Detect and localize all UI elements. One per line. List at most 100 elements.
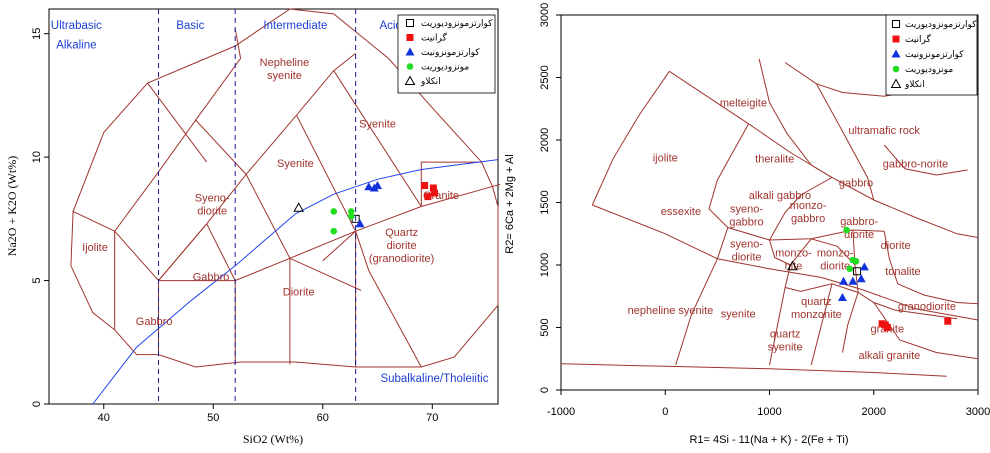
r1r2-point-s1-3 <box>944 317 952 325</box>
r1r2-y-tick-label-4: 2000 <box>539 128 551 152</box>
r1r2-y-tick-label-2: 1000 <box>539 253 551 277</box>
r1r2-y-tick-label-3: 1500 <box>539 190 551 214</box>
r1r2-legend-label-1: گرانیت <box>905 33 932 45</box>
r1r2-y-tick-label-0: 0 <box>539 387 551 393</box>
r1r2-field-label-0: melteigite <box>720 97 767 109</box>
r1r2-legend-marker-1 <box>892 35 900 43</box>
tas-legend-label-4: انکلاو <box>420 77 441 87</box>
tas-legend-label-3: مونزودیوریت <box>421 63 469 73</box>
r1r2-legend-marker-4 <box>890 78 902 88</box>
r1r2-field-label-11: diorite <box>881 240 911 252</box>
tas-point-s3-3 <box>347 213 355 220</box>
tas-boundary-0 <box>70 8 499 368</box>
tas-field-label-0: Nepheline syenite <box>260 57 310 82</box>
r1r2-boundary-1 <box>591 71 670 206</box>
tas-field-label-8: Diorite <box>283 286 315 298</box>
tas-point-s2-2 <box>373 181 383 190</box>
tas-boundary-16 <box>355 231 422 368</box>
r1r2-legend-marker-0 <box>892 20 900 28</box>
r1r2-boundary-9 <box>716 227 729 259</box>
r1r2-y-axis-title: R2= 6Ca + 2Mg + Al <box>504 154 516 253</box>
tas-y-tick-label-3: 15 <box>31 28 43 40</box>
tas-boundary-15 <box>147 82 208 163</box>
r1r2-field-label-2: ijolite <box>653 152 678 164</box>
r1r2-point-s3-3 <box>846 265 854 273</box>
tas-field-label-5: Ijolite <box>82 242 108 254</box>
r1r2-field-label-9: monzo-gabbro <box>790 200 827 225</box>
r1r2-field-label-14: monzo-diorite <box>817 247 854 272</box>
r1r2-boundary-2 <box>758 58 833 178</box>
tas-boundary-13 <box>72 210 115 232</box>
r1r2-point-s4-0 <box>787 260 798 271</box>
tas-x-tick-label-2: 60 <box>317 412 329 424</box>
tas-field-label-3: Syeno-diorite <box>195 193 230 218</box>
r1r2-field-label-19: quartz monzonite <box>791 296 842 321</box>
r1r2-y-tick-label-6: 3000 <box>539 3 551 27</box>
tas-point-s3-0 <box>330 208 338 215</box>
r1r2-field-label-8: syeno-gabbro <box>729 204 763 229</box>
tas-field-labels: Ultrabasic Alkaline Basic Intermediate Acid S… <box>51 20 489 385</box>
r1r2-point-s2-0 <box>839 276 849 285</box>
r1r2-field-label-15: tonalite <box>885 266 920 278</box>
r1r2-field-label-16: granodiorite <box>898 301 956 313</box>
r1r2-legend-label-2: کوارتزمونزونیت <box>905 50 964 60</box>
tas-legend-marker-3 <box>406 63 414 70</box>
r1r2-point-s2-4 <box>837 293 847 301</box>
r1r2-legend-label-4: انکلاو <box>904 80 925 90</box>
tas-field-boundaries <box>70 8 501 368</box>
r1r2-legend-label-0: کوارتزمونزودیوریت <box>905 20 977 30</box>
tas-legend-marker-2 <box>405 47 415 56</box>
r1r2-point-s2-1 <box>848 276 858 285</box>
tas-legend-label-0: کوارتزمونزودیوریت <box>421 19 493 29</box>
tas-boundary-8 <box>206 223 236 281</box>
tas-boundary-1 <box>114 28 242 330</box>
r1r2-point-s3-2 <box>852 257 860 265</box>
r1r2-x-axis-title: R1= 4Si - 11(Na + K) - 2(Fe + Ti) <box>689 434 848 446</box>
r1r2-boundary-14 <box>675 258 718 366</box>
r1r2-field-label-20: quartz syenite <box>768 329 803 354</box>
tas-region-label-5: Subalkaline/Tholeiitic <box>380 373 488 385</box>
tas-legend-marker-1 <box>406 34 414 41</box>
r1r2-point-s2-2 <box>856 274 866 283</box>
r1r2-x-tick-label-0: -1000 <box>547 406 575 418</box>
tas-boundary-11 <box>333 70 422 207</box>
r1r2-field-label-3: theralite <box>755 154 794 166</box>
tas-boundary-12 <box>114 230 159 281</box>
r1r2-legend-marker-3 <box>892 65 900 73</box>
r1r2-boundary-15 <box>769 287 786 366</box>
tas-legend: کوارتزمونزودیوریت گرانیت کوارتزمونزونیت مون… <box>397 14 496 94</box>
tas-field-label-1: Syenite <box>359 119 396 131</box>
r1r2-field-label-10: gabbro-diorite <box>840 216 878 241</box>
r1r2-y-tick-label-1: 500 <box>539 318 551 336</box>
tas-point-s4-0 <box>293 202 305 212</box>
tas-legend-label-2: کوارتزمونزونیت <box>421 48 480 58</box>
r1r2-boundary-18 <box>873 302 979 360</box>
tas-point-s1-1 <box>429 184 437 192</box>
tas-axis-ticks: 40 50 60 70 0 5 10 15 <box>31 28 438 424</box>
tas-y-tick-label-0: 0 <box>31 401 43 407</box>
r1r2-boundary-19 <box>560 363 947 377</box>
tas-point-s1-3 <box>424 193 432 201</box>
r1r2-field-label-4: alkali gabbro <box>749 190 811 202</box>
tas-x-axis-title: SiO2 (Wt%) <box>243 432 303 446</box>
r1r2-x-tick-label-3: 2000 <box>862 406 886 418</box>
tas-y-axis-title: Na2O + K2O (Wt%) <box>5 156 19 256</box>
r1r2-legend-label-3: مونزودیوریت <box>905 65 953 75</box>
tas-x-tick-label-0: 40 <box>98 412 110 424</box>
r1r2-boundary-16 <box>810 283 833 366</box>
tas-legend-marker-4 <box>404 75 416 85</box>
r1r2-field-label-1: ultramafic rock <box>848 125 920 137</box>
r1r2-field-label-22: alkali granite <box>859 350 921 362</box>
tas-region-dividers <box>92 9 499 405</box>
alkaline-subalkaline-curve <box>92 159 499 405</box>
r1r2-field-label-13: monzo-nite <box>775 247 812 272</box>
r1r2-field-label-5: gabbro-norite <box>883 159 948 171</box>
r1r2-boundary-20 <box>769 239 791 266</box>
r1r2-y-tick-label-5: 2500 <box>539 65 551 89</box>
tas-point-s3-1 <box>347 208 355 215</box>
r1r2-boundary-21 <box>811 238 856 266</box>
r1r2-field-label-17: nepheline syenite <box>628 305 714 317</box>
r1r2-boundary-5 <box>883 144 968 176</box>
r1r2-data-points <box>787 226 952 331</box>
tas-field-label-9: Gabbro <box>136 316 173 328</box>
